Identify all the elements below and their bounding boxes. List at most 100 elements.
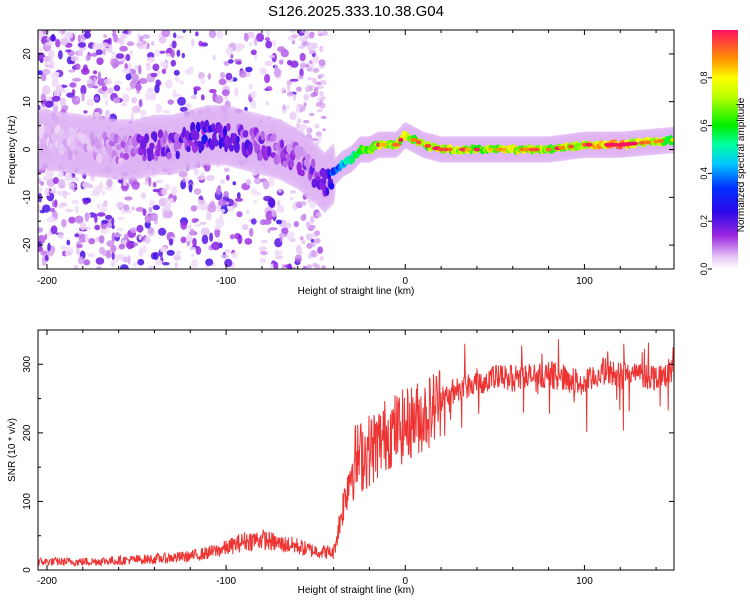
noise-blob: [126, 41, 134, 47]
noise-blob: [315, 212, 322, 218]
ridge-point: [123, 152, 130, 160]
noise-blob: [221, 89, 230, 97]
ridge-point: [115, 144, 122, 151]
noise-blob: [264, 60, 273, 67]
noise-blob: [147, 52, 155, 59]
noise-blob: [124, 196, 133, 201]
ridge-point: [248, 141, 253, 154]
noise-blob: [321, 31, 328, 36]
ridge-point: [58, 143, 65, 156]
noise-blob: [271, 209, 277, 218]
noise-blob: [76, 246, 80, 256]
noise-blob: [142, 208, 147, 216]
noise-blob: [169, 197, 174, 205]
noise-blob: [214, 95, 224, 104]
noise-blob: [104, 186, 113, 191]
noise-blob: [289, 238, 297, 243]
noise-blob: [92, 42, 100, 52]
noise-blob: [188, 183, 193, 193]
noise-blob: [173, 254, 182, 261]
noise-blob: [94, 224, 101, 231]
noise-blob: [68, 216, 76, 224]
ridge-point: [67, 149, 73, 161]
noise-blob: [153, 251, 159, 260]
spectrogram-ylabel: Frequency (Hz): [7, 116, 18, 185]
ridge-hotspot: [378, 142, 388, 147]
noise-blob: [41, 85, 51, 95]
noise-blob: [93, 185, 102, 196]
noise-blob: [101, 85, 108, 91]
noise-blob: [87, 253, 96, 258]
noise-blob: [104, 109, 111, 120]
noise-blob: [144, 214, 152, 224]
noise-blob: [299, 236, 304, 241]
noise-blob: [64, 172, 73, 182]
noise-blob: [69, 82, 77, 88]
noise-blob: [102, 47, 106, 56]
noise-blob: [162, 109, 171, 114]
noise-blob: [92, 70, 98, 75]
noise-blob: [192, 237, 197, 247]
noise-blob: [90, 52, 98, 57]
noise-blob: [131, 97, 138, 104]
ridge-point: [68, 126, 75, 137]
ridge-point: [229, 144, 234, 152]
noise-blob: [260, 251, 268, 256]
noise-blob: [281, 87, 285, 92]
noise-blob: [170, 59, 176, 67]
noise-blob: [165, 79, 173, 89]
noise-blob: [185, 176, 190, 184]
noise-blob: [265, 86, 273, 92]
noise-blob: [113, 233, 122, 238]
noise-blob: [135, 207, 145, 212]
noise-blob: [296, 86, 302, 92]
ridge-point: [57, 131, 62, 141]
noise-blob: [141, 40, 147, 45]
noise-blob: [195, 246, 202, 255]
ridge-point: [213, 139, 219, 147]
noise-blob: [63, 190, 67, 199]
noise-blob: [155, 259, 163, 266]
noise-blob: [277, 46, 286, 53]
noise-blob: [38, 185, 43, 194]
noise-blob: [235, 61, 242, 65]
ridge-point: [86, 130, 91, 138]
noise-blob: [207, 203, 217, 213]
noise-blob: [145, 65, 152, 71]
noise-blob: [209, 232, 214, 242]
noise-blob: [40, 93, 47, 101]
ridge-point: [280, 139, 284, 149]
noise-blob: [103, 78, 113, 85]
noise-blob: [38, 246, 44, 252]
noise-blob: [312, 262, 318, 268]
noise-blob: [296, 122, 300, 129]
ridge-point: [62, 131, 68, 140]
noise-blob: [297, 75, 304, 80]
noise-blob: [147, 56, 155, 63]
noise-blob: [127, 63, 132, 71]
noise-blob: [129, 50, 133, 55]
noise-blob: [273, 261, 279, 269]
noise-blob: [171, 40, 177, 49]
noise-blob: [200, 94, 205, 101]
ridge-point: [216, 123, 223, 134]
noise-blob: [229, 234, 235, 240]
noise-blob: [249, 41, 252, 47]
noise-blob: [297, 118, 302, 124]
noise-blob: [190, 205, 198, 212]
noise-blob: [310, 238, 315, 243]
noise-blob: [298, 45, 306, 49]
ridge-hotspot: [415, 140, 422, 145]
noise-blob: [299, 250, 303, 256]
noise-blob: [60, 245, 67, 250]
noise-blob: [236, 192, 241, 199]
noise-blob: [94, 96, 99, 101]
noise-blob: [253, 199, 258, 204]
noise-blob: [152, 188, 160, 193]
noise-blob: [308, 31, 315, 39]
noise-blob: [154, 84, 160, 94]
noise-blob: [180, 236, 187, 244]
noise-blob: [112, 97, 121, 104]
ridge-point: [96, 153, 103, 164]
noise-blob: [235, 43, 244, 49]
